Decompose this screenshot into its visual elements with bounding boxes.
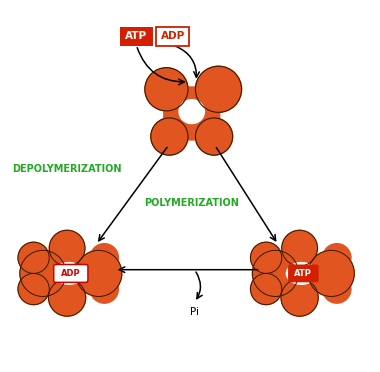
Circle shape [195, 118, 233, 155]
Circle shape [281, 279, 318, 316]
Circle shape [195, 66, 242, 112]
Circle shape [18, 273, 49, 305]
Circle shape [151, 118, 188, 155]
Text: Pi: Pi [190, 308, 199, 317]
Circle shape [250, 273, 282, 305]
Ellipse shape [286, 262, 317, 285]
FancyBboxPatch shape [269, 259, 337, 288]
Circle shape [76, 250, 122, 296]
Circle shape [18, 242, 49, 273]
Circle shape [252, 250, 299, 296]
Text: ATP: ATP [294, 269, 312, 278]
Circle shape [20, 250, 66, 296]
Circle shape [250, 242, 282, 273]
FancyBboxPatch shape [163, 98, 220, 129]
Circle shape [308, 250, 354, 296]
Circle shape [323, 244, 351, 272]
Text: ATP: ATP [125, 32, 147, 41]
Circle shape [90, 244, 119, 272]
Circle shape [145, 68, 188, 111]
Circle shape [90, 275, 119, 303]
Text: ADP: ADP [61, 269, 81, 278]
Text: ADP: ADP [161, 32, 185, 41]
Ellipse shape [178, 99, 205, 124]
FancyBboxPatch shape [290, 244, 316, 303]
FancyBboxPatch shape [36, 259, 105, 288]
Circle shape [323, 275, 351, 303]
FancyBboxPatch shape [58, 244, 84, 303]
FancyBboxPatch shape [120, 27, 153, 46]
FancyBboxPatch shape [156, 27, 190, 46]
Text: DEPOLYMERIZATION: DEPOLYMERIZATION [13, 164, 122, 174]
FancyBboxPatch shape [288, 264, 318, 282]
FancyBboxPatch shape [54, 264, 88, 282]
Circle shape [49, 279, 86, 316]
Text: POLYMERIZATION: POLYMERIZATION [144, 198, 239, 208]
FancyBboxPatch shape [182, 86, 201, 141]
Circle shape [282, 230, 317, 266]
Ellipse shape [53, 262, 85, 285]
Circle shape [49, 230, 85, 266]
